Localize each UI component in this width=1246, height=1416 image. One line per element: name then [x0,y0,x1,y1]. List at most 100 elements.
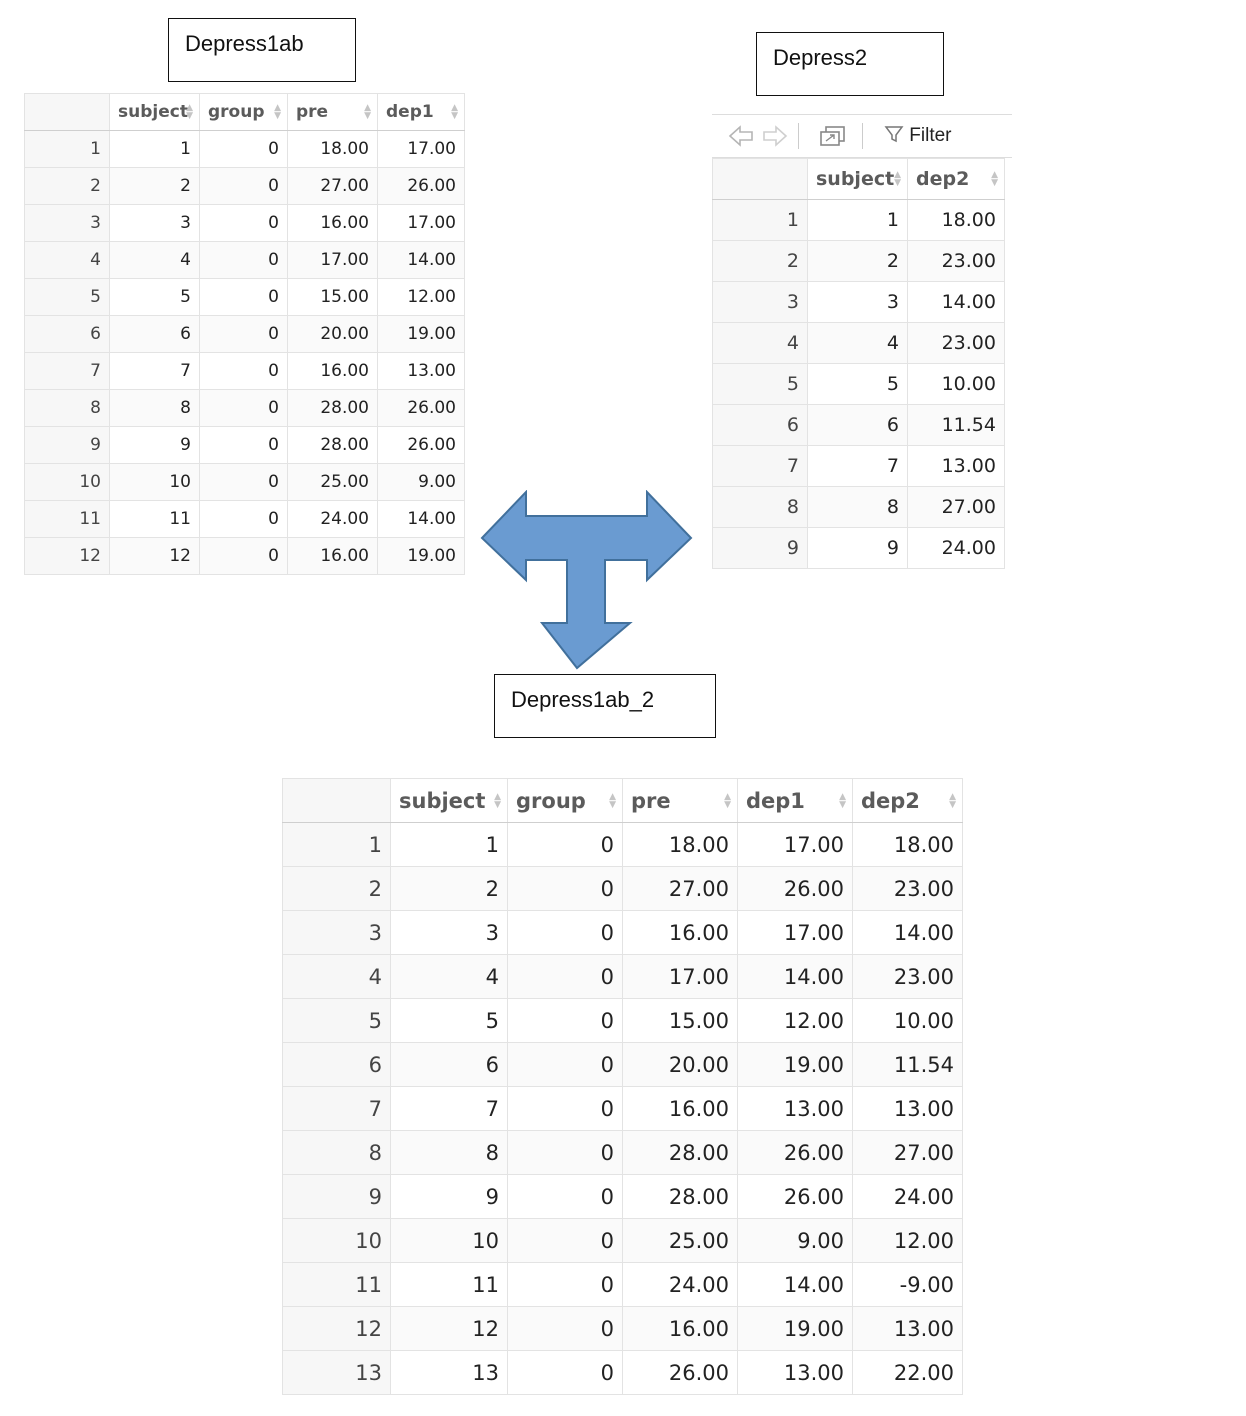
table-row[interactable]: 8 8 0 28.00 26.00 27.00 [282,1130,963,1175]
cell-dep2[interactable]: 22.00 [852,1350,963,1395]
cell-dep2[interactable]: 10.00 [852,998,963,1043]
row-number[interactable]: 4 [712,322,808,364]
cell-group[interactable]: 0 [199,167,288,205]
cell-pre[interactable]: 16.00 [622,1086,738,1131]
cell-dep1[interactable]: 26.00 [377,426,465,464]
cell-subject[interactable]: 8 [807,486,908,528]
table-row[interactable]: 4 4 23.00 [712,322,1005,364]
cell-dep1[interactable]: 26.00 [377,167,465,205]
table-row[interactable]: 1 1 18.00 [712,199,1005,241]
cell-dep2[interactable]: 23.00 [852,866,963,911]
row-number[interactable]: 5 [282,998,391,1043]
column-header-dep2[interactable]: dep2 ▲ ▼ [852,778,963,823]
table-row[interactable]: 3 3 14.00 [712,281,1005,323]
sort-icon[interactable]: ▲ ▼ [451,103,458,121]
cell-subject[interactable]: 10 [390,1218,508,1263]
cell-dep1[interactable]: 17.00 [377,130,465,168]
cell-subject[interactable]: 8 [390,1130,508,1175]
row-number[interactable]: 11 [24,500,110,538]
cell-pre[interactable]: 28.00 [622,1174,738,1219]
popout-icon[interactable] [818,124,848,154]
cell-subject[interactable]: 11 [390,1262,508,1307]
cell-dep1[interactable]: 9.00 [377,463,465,501]
cell-pre[interactable]: 15.00 [622,998,738,1043]
cell-subject[interactable]: 2 [807,240,908,282]
row-number[interactable]: 8 [712,486,808,528]
table-row[interactable]: 6 6 0 20.00 19.00 11.54 [282,1042,963,1087]
cell-dep2[interactable]: 12.00 [852,1218,963,1263]
cell-group[interactable]: 0 [507,1350,623,1395]
cell-group[interactable]: 0 [507,1306,623,1351]
cell-pre[interactable]: 16.00 [287,537,378,575]
table-row[interactable]: 13 13 0 26.00 13.00 22.00 [282,1350,963,1395]
row-number[interactable]: 2 [712,240,808,282]
cell-dep1[interactable]: 26.00 [737,1174,853,1219]
cell-subject[interactable]: 6 [109,315,200,353]
filter-button[interactable]: Filter [884,124,952,147]
table-row[interactable]: 7 7 0 16.00 13.00 13.00 [282,1086,963,1131]
cell-dep2[interactable]: 14.00 [907,281,1005,323]
cell-pre[interactable]: 15.00 [287,278,378,316]
row-number[interactable]: 5 [24,278,110,316]
cell-group[interactable]: 0 [507,1262,623,1307]
row-number[interactable]: 6 [282,1042,391,1087]
cell-group[interactable]: 0 [507,954,623,999]
sort-icon[interactable]: ▲ ▼ [724,791,731,810]
cell-dep1[interactable]: 26.00 [377,389,465,427]
sort-icon[interactable]: ▲ ▼ [894,170,901,188]
table-row[interactable]: 8 8 0 28.00 26.00 [24,389,465,427]
cell-pre[interactable]: 17.00 [622,954,738,999]
cell-group[interactable]: 0 [199,500,288,538]
cell-dep2[interactable]: 10.00 [907,363,1005,405]
table-row[interactable]: 11 11 0 24.00 14.00 -9.00 [282,1262,963,1307]
row-number[interactable]: 2 [282,866,391,911]
cell-group[interactable]: 0 [199,278,288,316]
row-number[interactable]: 1 [24,130,110,168]
cell-pre[interactable]: 24.00 [287,500,378,538]
table-row[interactable]: 10 10 0 25.00 9.00 12.00 [282,1218,963,1263]
row-number[interactable]: 2 [24,167,110,205]
cell-subject[interactable]: 10 [109,463,200,501]
table-row[interactable]: 2 2 0 27.00 26.00 [24,167,465,205]
cell-subject[interactable]: 5 [390,998,508,1043]
cell-dep2[interactable]: 13.00 [852,1306,963,1351]
cell-subject[interactable]: 6 [390,1042,508,1087]
sort-icon[interactable]: ▲ ▼ [991,170,998,188]
row-number[interactable]: 4 [282,954,391,999]
column-header-dep2[interactable]: dep2 ▲ ▼ [907,158,1005,200]
table-row[interactable]: 9 9 0 28.00 26.00 24.00 [282,1174,963,1219]
cell-pre[interactable]: 27.00 [622,866,738,911]
cell-subject[interactable]: 4 [807,322,908,364]
cell-subject[interactable]: 5 [807,363,908,405]
cell-dep1[interactable]: 12.00 [737,998,853,1043]
cell-dep2[interactable]: 11.54 [907,404,1005,446]
column-header-subject[interactable]: subject ▲ ▼ [390,778,508,823]
table-row[interactable]: 9 9 0 28.00 26.00 [24,426,465,464]
column-header-pre[interactable]: pre ▲ ▼ [287,93,378,131]
cell-pre[interactable]: 18.00 [622,822,738,867]
cell-subject[interactable]: 1 [390,822,508,867]
cell-pre[interactable]: 24.00 [622,1262,738,1307]
cell-subject[interactable]: 9 [807,527,908,569]
row-number[interactable]: 9 [24,426,110,464]
forward-arrow-icon[interactable] [762,124,788,154]
cell-pre[interactable]: 28.00 [287,389,378,427]
cell-subject[interactable]: 5 [109,278,200,316]
cell-group[interactable]: 0 [199,537,288,575]
table-row[interactable]: 3 3 0 16.00 17.00 14.00 [282,910,963,955]
cell-dep1[interactable]: 19.00 [737,1042,853,1087]
cell-group[interactable]: 0 [507,998,623,1043]
cell-dep2[interactable]: 23.00 [852,954,963,999]
cell-subject[interactable]: 3 [390,910,508,955]
cell-subject[interactable]: 8 [109,389,200,427]
column-header-group[interactable]: group ▲ ▼ [199,93,288,131]
row-number[interactable]: 8 [24,389,110,427]
row-number[interactable]: 3 [282,910,391,955]
cell-dep1[interactable]: 14.00 [377,500,465,538]
sort-icon[interactable]: ▲ ▼ [609,791,616,810]
table-row[interactable]: 1 1 0 18.00 17.00 18.00 [282,822,963,867]
cell-group[interactable]: 0 [507,1218,623,1263]
cell-subject[interactable]: 7 [807,445,908,487]
cell-dep2[interactable]: 11.54 [852,1042,963,1087]
cell-subject[interactable]: 4 [109,241,200,279]
